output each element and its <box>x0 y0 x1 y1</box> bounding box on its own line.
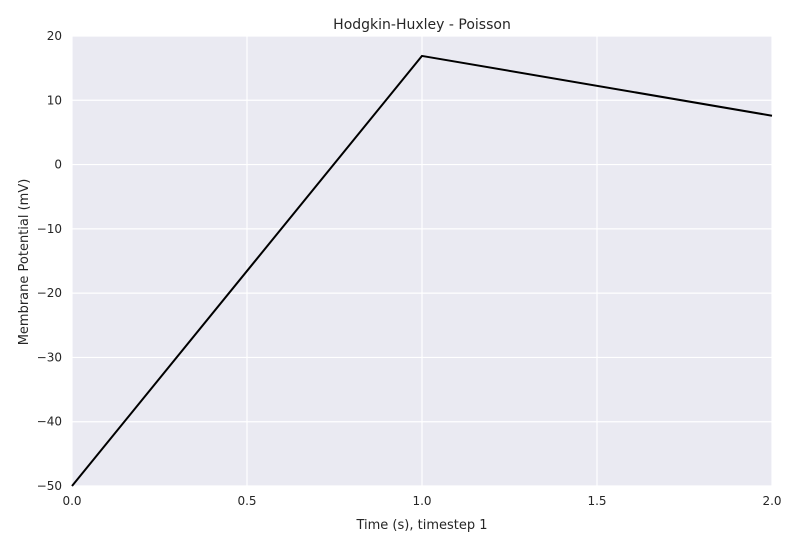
series-line <box>71 54 773 487</box>
x-tick-label: 1.0 <box>412 494 431 508</box>
x-tick-label: 2.0 <box>762 494 781 508</box>
y-tick-label: −50 <box>37 479 62 493</box>
series-group <box>71 54 773 487</box>
y-tick-labels: −50 −40 −30 −20 −10 0 10 20 <box>37 29 62 493</box>
y-tick-label: −30 <box>37 350 62 364</box>
chart-title: Hodgkin-Huxley - Poisson <box>333 17 511 33</box>
x-tick-label: 0.0 <box>62 494 81 508</box>
grid <box>71 35 773 487</box>
x-tick-labels: 0.0 0.5 1.0 1.5 2.0 <box>62 494 781 508</box>
y-tick-label: 0 <box>54 158 62 172</box>
y-tick-label: −40 <box>37 415 62 429</box>
y-tick-label: 20 <box>47 29 62 43</box>
x-axis-label: Time (s), timestep 1 <box>355 518 487 533</box>
x-tick-label: 0.5 <box>237 494 256 508</box>
y-axis-label: Membrane Potential (mV) <box>17 179 32 346</box>
y-tick-label: −20 <box>37 286 62 300</box>
x-tick-label: 1.5 <box>587 494 606 508</box>
y-tick-label: −10 <box>37 222 62 236</box>
y-tick-label: 10 <box>47 93 62 107</box>
